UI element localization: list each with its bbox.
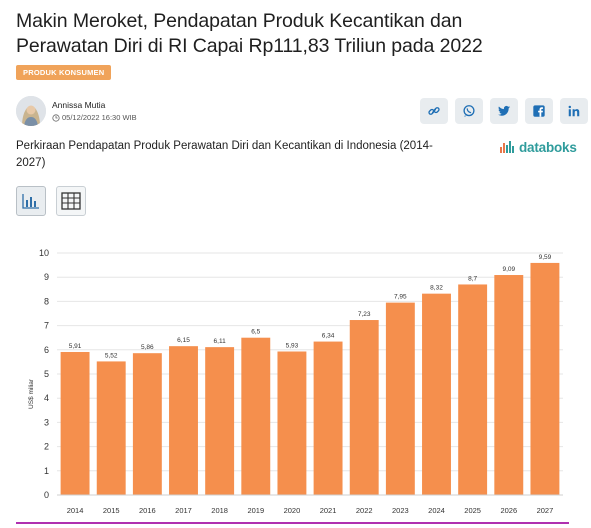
bar-2026 [494,275,524,495]
table-icon [61,192,81,210]
whatsapp-icon [463,105,475,117]
clock-icon [52,113,60,122]
x-tick-label-2014: 2014 [67,506,84,515]
linkedin-icon [568,105,580,117]
category-badge[interactable]: PRODUK KONSUMEN [16,65,112,80]
data-label-2017: 6,15 [177,337,190,344]
data-label-2021: 6,34 [322,333,335,340]
y-tick-label: 2 [44,442,49,452]
bar-2024 [422,293,451,495]
twitter-icon [497,105,511,116]
y-tick-label: 4 [44,393,49,403]
data-label-2018: 6,11 [214,338,227,345]
bar-chart-icon [22,194,39,209]
bar-2020 [277,351,307,495]
data-label-2015: 5,52 [105,352,118,359]
bar-2016 [132,353,162,495]
y-tick-label: 8 [44,296,49,306]
bar-2021 [313,341,343,495]
bar-2014 [60,351,90,495]
article-headline: Makin Meroket, Pendapatan Produk Kecanti… [16,10,483,57]
x-tick-label-2019: 2019 [247,506,264,515]
share-link-button[interactable] [420,98,448,124]
x-tick-label-2016: 2016 [139,506,156,515]
bar-2019 [241,337,271,495]
y-tick-label: 7 [44,321,49,331]
bar-2017 [169,346,198,495]
bar-2022 [349,320,379,495]
y-tick-label: 5 [44,369,49,379]
x-tick-label-2023: 2023 [392,506,409,515]
y-tick-label: 1 [44,466,49,476]
table-view-button[interactable] [56,186,86,216]
publish-date-text: 05/12/2022 16:30 WIB [62,113,137,122]
author-name[interactable]: Annissa Mutia [52,100,106,110]
logo-text: databoks [519,140,577,155]
x-tick-label-2015: 2015 [103,506,120,515]
chart-title: Perkiraan Pendapatan Produk Perawatan Di… [16,140,433,169]
share-facebook-button[interactable] [525,98,553,124]
bar-chart-svg: 0 1 2 3 4 5 6 7 8 9 10 US$ miliar 5,91 2014 5,52 2015 5,… [28,248,563,515]
data-label-2014: 5,91 [69,343,82,350]
y-tick-label: 3 [44,417,49,427]
x-tick-label-2018: 2018 [211,506,228,515]
share-whatsapp-button[interactable] [455,98,483,124]
data-label-2025: 8,7 [468,275,477,282]
section-divider [16,522,569,524]
bar-2023 [385,302,415,495]
bar-chart: 0 1 2 3 4 5 6 7 8 9 10 US$ miliar 5,91 2014 5,52 2015 5,… [0,236,591,522]
data-label-2020: 5,93 [286,342,299,349]
x-tick-label-2021: 2021 [320,506,337,515]
data-label-2027: 9,59 [539,254,552,261]
y-axis-label: US$ miliar [28,378,35,409]
share-linkedin-button[interactable] [560,98,588,124]
y-tick-label: 0 [44,490,49,500]
x-tick-label-2027: 2027 [537,506,554,515]
facebook-icon [533,105,545,117]
x-tick-label-2020: 2020 [284,506,301,515]
databoks-logo[interactable]: databoks [500,140,577,155]
bar-chart-view-button[interactable] [16,186,46,216]
x-tick-label-2017: 2017 [175,506,192,515]
y-tick-label: 6 [44,345,49,355]
databoks-logo-icon [500,140,514,153]
bar-2015 [96,361,126,495]
bar-2018 [205,347,235,495]
data-label-2019: 6,5 [251,329,260,336]
publish-date: 05/12/2022 16:30 WIB [52,113,137,122]
data-label-2024: 8,32 [430,285,443,292]
data-label-2022: 7,23 [358,311,371,318]
data-label-2026: 9,09 [502,266,515,273]
x-tick-label-2022: 2022 [356,506,373,515]
bar-2025 [458,284,488,495]
y-tick-label: 10 [39,248,49,258]
x-tick-label-2025: 2025 [464,506,481,515]
share-twitter-button[interactable] [490,98,518,124]
y-tick-label: 9 [44,272,49,282]
data-label-2023: 7,95 [394,294,407,301]
bar-2027 [530,262,560,495]
author-avatar [16,96,46,126]
link-icon [428,107,440,115]
x-tick-label-2026: 2026 [500,506,517,515]
data-label-2016: 5,86 [141,344,154,351]
x-tick-label-2024: 2024 [428,506,445,515]
